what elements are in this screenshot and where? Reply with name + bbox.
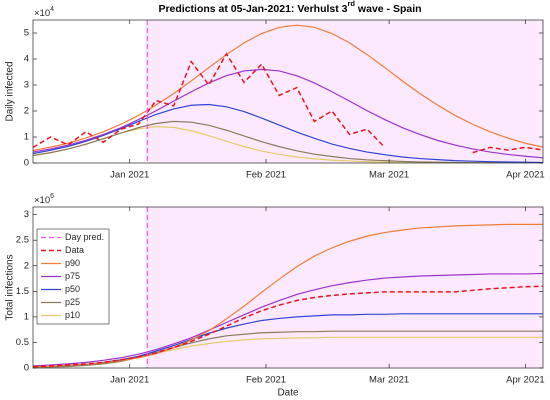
x-tick-label: Jan 2021 bbox=[110, 375, 149, 386]
title-part: Predictions at 05-Jan-2021: Verhulst 3 bbox=[158, 3, 347, 15]
prediction-shade bbox=[147, 20, 543, 163]
y-tick-label: 5 bbox=[24, 28, 29, 39]
x-tick-label: Jan 2021 bbox=[110, 170, 149, 181]
y-tick-label: 3 bbox=[24, 80, 29, 91]
y-tick-label: 0 bbox=[24, 363, 29, 374]
legend-label: p50 bbox=[65, 284, 80, 294]
exponent-base: ×10 bbox=[34, 195, 50, 206]
title-part: wave - Spain bbox=[355, 3, 422, 15]
series-line bbox=[33, 103, 543, 163]
plot-area bbox=[33, 207, 543, 368]
legend: Day pred. Data p90 p75 p50 p25 p10 bbox=[36, 228, 110, 325]
y-tick-label: 1 bbox=[24, 132, 29, 143]
y-tick-label: 4 bbox=[24, 54, 29, 65]
legend-label: Day pred. bbox=[65, 232, 104, 242]
y-exponent: ×106 bbox=[34, 193, 54, 205]
y-tick-label: 1 bbox=[24, 311, 29, 322]
series-line bbox=[33, 313, 543, 368]
series-line bbox=[33, 285, 543, 368]
y-tick-label: 2 bbox=[24, 106, 29, 117]
series-line bbox=[33, 223, 543, 368]
x-tick-label: Apr 2021 bbox=[506, 375, 545, 386]
series-line bbox=[33, 272, 543, 367]
y-tick-label: 0.5 bbox=[16, 337, 29, 348]
axes-box bbox=[32, 19, 544, 164]
legend-label: p10 bbox=[65, 310, 80, 320]
legend-label: p75 bbox=[65, 271, 80, 281]
exponent-base: ×10 bbox=[34, 8, 50, 19]
x-tick-label: Apr 2021 bbox=[506, 170, 545, 181]
chart-title: Predictions at 05-Jan-2021: Verhulst 3rd… bbox=[158, 0, 421, 15]
y-axis-label: Daily infected bbox=[5, 61, 16, 121]
x-axis-label: Date bbox=[277, 388, 299, 399]
series-line bbox=[33, 24, 543, 152]
exponent-power: 4 bbox=[50, 6, 54, 13]
legend-label: Data bbox=[65, 245, 84, 255]
x-tick-label: Mar 2021 bbox=[369, 375, 409, 386]
exponent-power: 6 bbox=[50, 193, 54, 200]
x-tick-label: Feb 2021 bbox=[246, 170, 286, 181]
x-tick-label: Feb 2021 bbox=[246, 375, 286, 386]
legend-label: p90 bbox=[65, 258, 80, 268]
y-tick-label: 1.5 bbox=[16, 286, 29, 297]
legend-label: p25 bbox=[65, 297, 80, 307]
prediction-shade bbox=[147, 207, 543, 368]
y-exponent: ×104 bbox=[34, 6, 54, 18]
plot-area bbox=[33, 20, 543, 163]
series-line bbox=[33, 120, 543, 163]
series-line bbox=[33, 52, 543, 154]
x-tick-label: Mar 2021 bbox=[369, 170, 409, 181]
y-tick-label: 2 bbox=[24, 260, 29, 271]
title-part: rd bbox=[348, 0, 356, 8]
y-axis-label: Total infections bbox=[5, 254, 16, 320]
series-line bbox=[33, 68, 543, 159]
y-tick-label: 0 bbox=[24, 158, 29, 169]
axes-box bbox=[32, 206, 544, 369]
y-tick-label: 2.5 bbox=[16, 235, 29, 246]
y-tick-label: 3 bbox=[24, 209, 29, 220]
